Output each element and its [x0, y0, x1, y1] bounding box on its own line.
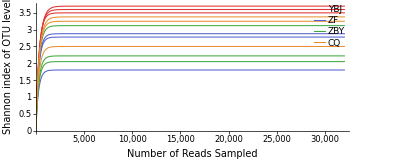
ZF [142, 33, 146, 35]
ZBY [229, 25, 234, 27]
YBJ [339, 5, 344, 7]
Y-axis label: Shannon index of OTU level: Shannon index of OTU level [3, 0, 13, 134]
YBJ [115, 5, 120, 7]
Line: ZF: ZF [36, 34, 344, 131]
ZF [76, 33, 80, 35]
ZF [339, 33, 344, 35]
Line: YBJ: YBJ [36, 6, 344, 131]
YBJ [342, 5, 347, 7]
Legend: YBJ, ZF, ZBY, CQ: YBJ, ZF, ZBY, CQ [314, 5, 345, 47]
ZF [342, 33, 347, 35]
ZBY [115, 25, 120, 27]
CQ [33, 130, 38, 132]
ZF [115, 33, 120, 35]
ZBY [342, 25, 347, 27]
ZBY [149, 25, 154, 27]
YBJ [229, 5, 234, 7]
YBJ [76, 5, 80, 7]
ZBY [339, 25, 344, 27]
ZF [229, 33, 234, 35]
CQ [76, 16, 80, 18]
ZBY [79, 25, 84, 27]
ZBY [76, 25, 80, 27]
CQ [174, 16, 179, 18]
CQ [229, 16, 234, 18]
YBJ [33, 130, 38, 132]
YBJ [171, 5, 176, 7]
YBJ [174, 5, 179, 7]
ZBY [33, 130, 38, 132]
ZF [174, 33, 179, 35]
CQ [339, 16, 344, 18]
CQ [160, 16, 165, 18]
ZF [79, 33, 84, 35]
ZBY [174, 25, 179, 27]
X-axis label: Number of Reads Sampled: Number of Reads Sampled [127, 149, 258, 159]
Line: CQ: CQ [36, 17, 344, 131]
ZF [33, 130, 38, 132]
CQ [79, 16, 84, 18]
CQ [115, 16, 120, 18]
YBJ [79, 5, 84, 7]
CQ [342, 16, 347, 18]
Line: ZBY: ZBY [36, 26, 344, 131]
